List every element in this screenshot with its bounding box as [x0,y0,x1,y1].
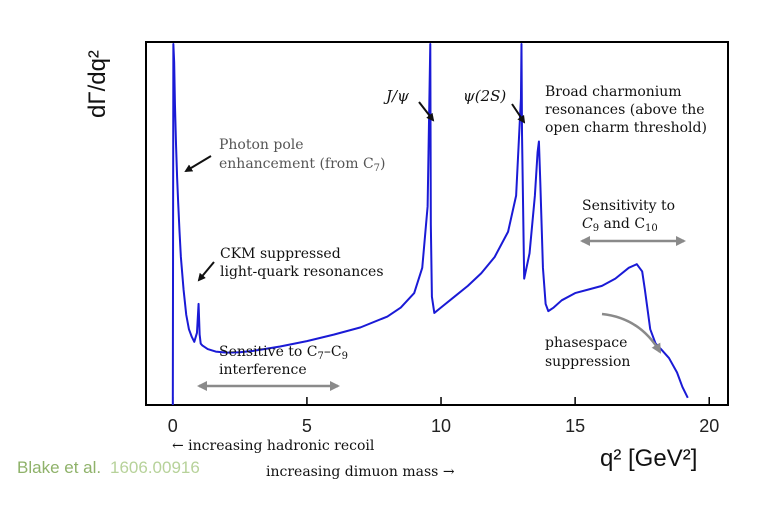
x-tick-label: 10 [431,416,451,436]
credit-arxiv: 1606.00916 [110,458,200,477]
arrow-phasespace [601,312,662,354]
arrow-jpsi [418,101,435,122]
annotation-phase-line1: phasespace [545,335,627,351]
series-line [171,43,689,405]
annotation-broad-line1: Broad charmonium [545,84,682,100]
x-tick-label: 15 [565,416,585,436]
x-tick-label: 20 [699,416,719,436]
annotation-ckm-line2: light-quark resonances [220,264,384,280]
annotation-photon-pole-line1: Photon pole [219,137,304,153]
annotation-sens-c9-line2: C9 and C10 [582,216,658,234]
annotation-sens-int-line2: interference [219,362,307,378]
y-axis-label: dΓ/dq² [84,50,111,118]
x-axis-label: q² [GeV²] [600,445,697,472]
x-tick-label: 5 [302,416,312,436]
note-hadronic-recoil: ← increasing hadronic recoil [172,438,375,454]
note-dimuon-mass: increasing dimuon mass → [266,464,455,480]
plot-frame [145,41,729,406]
arrow-photon-pole [184,155,212,173]
annotation-jpsi: J/ψ [383,87,409,105]
annotation-ckm-line1: CKM suppressed [220,246,341,262]
annotation-broad-line2: resonances (above the [545,102,705,118]
credit-author: Blake et al. [17,458,101,477]
x-axis-ticks: 0 5 10 15 20 [168,397,719,436]
x-tick-label: 0 [168,416,178,436]
annotation-broad-line3: open charm threshold) [545,120,707,136]
arrow-ckm [197,261,215,282]
annotation-sens-c9-line1: Sensitivity to [582,198,675,214]
annotation-sens-int-line1: Sensitive to C7–C9 [219,344,348,362]
arrow-psi2s [511,103,526,124]
annotation-phase-line2: suppression [545,354,630,370]
annotation-psi2s: ψ(2S) [463,87,506,105]
annotation-photon-pole-line2: enhancement (from C7) [219,156,386,174]
